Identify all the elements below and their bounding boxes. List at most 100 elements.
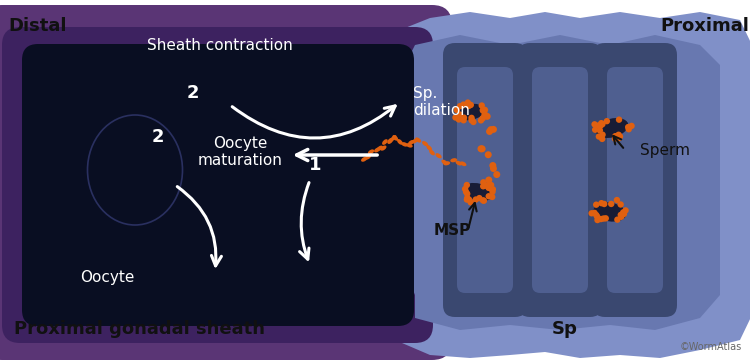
Text: Oocyte: Oocyte xyxy=(80,270,134,285)
Circle shape xyxy=(614,197,620,203)
Circle shape xyxy=(454,107,460,113)
FancyBboxPatch shape xyxy=(0,5,452,360)
Ellipse shape xyxy=(464,183,493,201)
Ellipse shape xyxy=(387,138,393,144)
Circle shape xyxy=(488,182,494,188)
Circle shape xyxy=(616,133,623,140)
Ellipse shape xyxy=(471,106,484,116)
Circle shape xyxy=(599,131,606,138)
Circle shape xyxy=(479,115,486,122)
FancyBboxPatch shape xyxy=(443,43,527,317)
Circle shape xyxy=(622,207,628,213)
Circle shape xyxy=(478,102,485,109)
Circle shape xyxy=(620,209,626,216)
Ellipse shape xyxy=(422,141,428,146)
FancyBboxPatch shape xyxy=(2,27,433,343)
Circle shape xyxy=(480,179,487,185)
Circle shape xyxy=(625,124,632,130)
Ellipse shape xyxy=(478,189,493,199)
Circle shape xyxy=(489,189,496,195)
Circle shape xyxy=(612,135,618,142)
Circle shape xyxy=(462,186,468,192)
Ellipse shape xyxy=(361,157,368,162)
FancyBboxPatch shape xyxy=(457,67,513,293)
Ellipse shape xyxy=(397,139,403,145)
Circle shape xyxy=(468,115,475,121)
FancyBboxPatch shape xyxy=(607,67,663,293)
Circle shape xyxy=(452,114,459,121)
Circle shape xyxy=(617,212,624,218)
Circle shape xyxy=(490,186,496,193)
Circle shape xyxy=(460,102,466,108)
Circle shape xyxy=(486,128,493,135)
Circle shape xyxy=(597,122,604,129)
Circle shape xyxy=(598,120,604,126)
Circle shape xyxy=(494,171,500,178)
Circle shape xyxy=(616,131,622,138)
Circle shape xyxy=(598,216,604,222)
Text: Distal: Distal xyxy=(8,17,67,35)
Circle shape xyxy=(484,183,491,189)
Ellipse shape xyxy=(401,142,408,147)
Circle shape xyxy=(482,107,488,113)
Text: Oocyte
maturation: Oocyte maturation xyxy=(197,136,283,168)
Circle shape xyxy=(465,99,471,106)
Circle shape xyxy=(602,215,609,221)
Circle shape xyxy=(472,196,479,203)
Circle shape xyxy=(479,107,487,114)
Circle shape xyxy=(470,119,477,125)
Circle shape xyxy=(608,201,614,207)
Circle shape xyxy=(601,201,608,207)
Circle shape xyxy=(599,136,605,142)
Circle shape xyxy=(490,165,497,172)
Circle shape xyxy=(464,190,470,197)
Circle shape xyxy=(594,213,601,220)
Circle shape xyxy=(621,211,627,217)
Circle shape xyxy=(463,189,470,195)
Ellipse shape xyxy=(382,139,388,145)
Circle shape xyxy=(478,117,484,123)
Text: ©WormAtlas: ©WormAtlas xyxy=(680,342,742,352)
Circle shape xyxy=(485,185,492,191)
Circle shape xyxy=(598,200,604,206)
Circle shape xyxy=(596,122,602,129)
Ellipse shape xyxy=(596,118,628,138)
Ellipse shape xyxy=(456,104,484,120)
Ellipse shape xyxy=(368,149,374,154)
Circle shape xyxy=(593,202,599,208)
Circle shape xyxy=(464,182,470,188)
Circle shape xyxy=(488,126,494,133)
Circle shape xyxy=(460,114,467,121)
Circle shape xyxy=(466,102,472,108)
Circle shape xyxy=(490,126,497,133)
Ellipse shape xyxy=(455,161,462,166)
Circle shape xyxy=(617,201,624,208)
Circle shape xyxy=(466,103,472,109)
FancyBboxPatch shape xyxy=(22,44,414,326)
Circle shape xyxy=(467,102,474,108)
Circle shape xyxy=(489,162,496,169)
Circle shape xyxy=(591,121,598,127)
Ellipse shape xyxy=(412,139,418,144)
FancyBboxPatch shape xyxy=(532,67,588,293)
Circle shape xyxy=(481,198,487,204)
Circle shape xyxy=(487,184,494,191)
Polygon shape xyxy=(388,12,750,358)
Polygon shape xyxy=(400,35,720,330)
Ellipse shape xyxy=(443,161,450,165)
Ellipse shape xyxy=(391,135,397,141)
Ellipse shape xyxy=(460,161,466,166)
Ellipse shape xyxy=(415,138,422,143)
Circle shape xyxy=(469,117,475,123)
Circle shape xyxy=(478,145,485,152)
Ellipse shape xyxy=(450,158,458,162)
Text: Proximal gonadal sheath: Proximal gonadal sheath xyxy=(14,320,266,338)
Text: 2: 2 xyxy=(187,84,200,102)
Circle shape xyxy=(485,176,492,184)
Circle shape xyxy=(591,210,598,216)
Circle shape xyxy=(457,103,464,109)
Text: Sp: Sp xyxy=(552,320,578,338)
Circle shape xyxy=(618,213,625,220)
Ellipse shape xyxy=(380,145,386,151)
FancyBboxPatch shape xyxy=(593,43,677,317)
